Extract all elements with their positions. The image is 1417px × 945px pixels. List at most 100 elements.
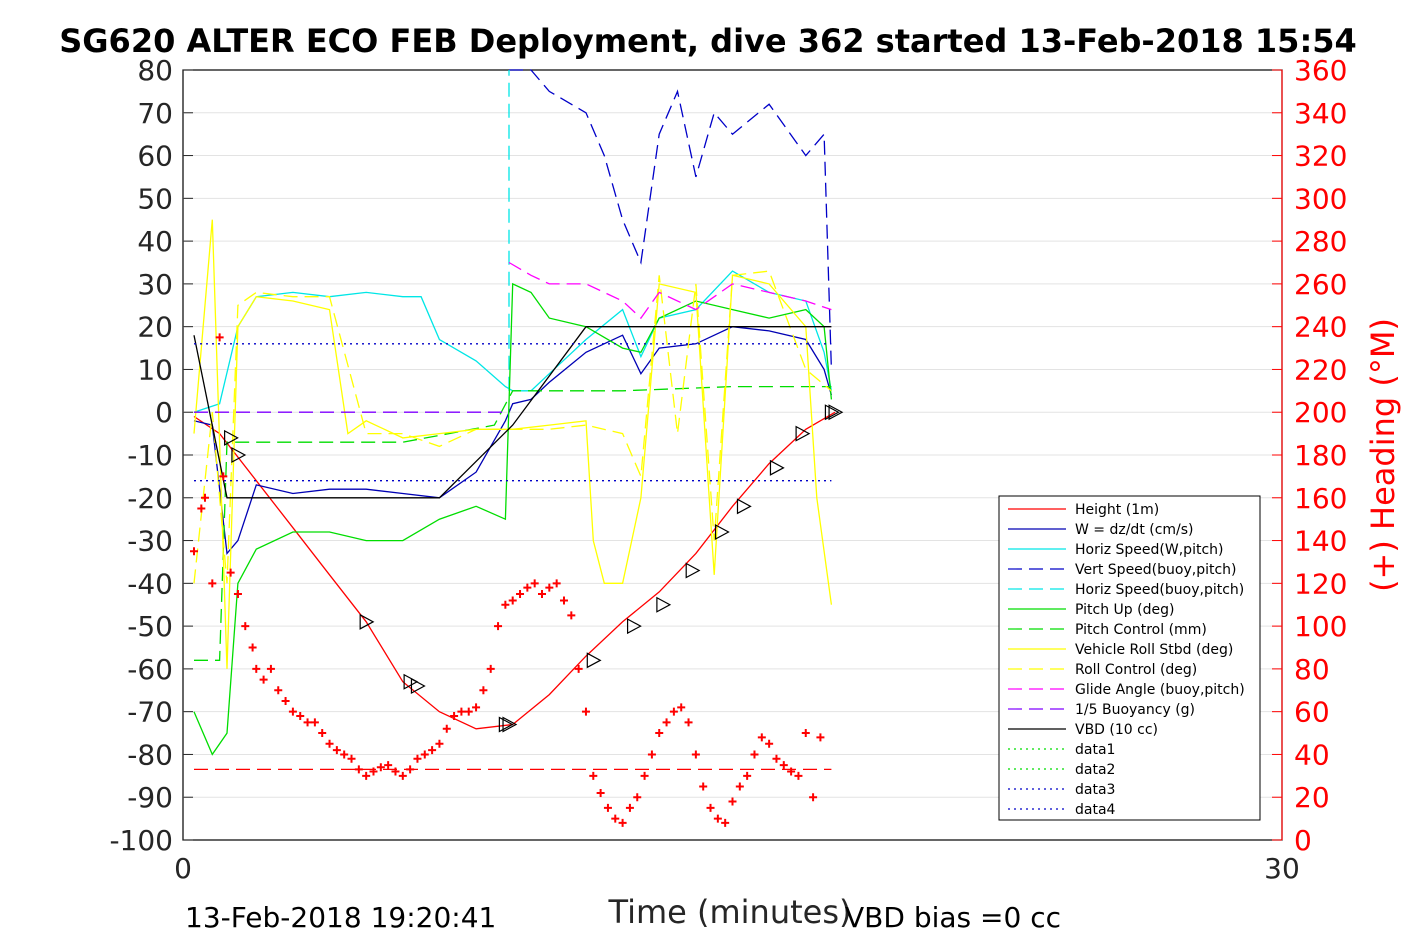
y-tick-left-label: -10 bbox=[127, 439, 173, 472]
legend-label: data2 bbox=[1075, 762, 1115, 778]
triangle-marker bbox=[626, 618, 642, 635]
heading-point bbox=[219, 472, 228, 481]
heading-point bbox=[574, 664, 583, 673]
legend-label: Vehicle Roll Stbd (deg) bbox=[1075, 642, 1233, 658]
legend-label: W = dz/dt (cm/s) bbox=[1075, 522, 1194, 538]
series-line bbox=[193, 270, 832, 584]
heading-point bbox=[303, 718, 312, 727]
heading-point bbox=[215, 333, 224, 342]
heading-point bbox=[479, 686, 488, 695]
triangle-marker bbox=[586, 652, 602, 669]
heading-point bbox=[611, 814, 620, 823]
heading-point bbox=[589, 771, 598, 780]
heading-point bbox=[750, 750, 759, 759]
y-tick-left-label: 10 bbox=[137, 353, 173, 386]
heading-point bbox=[288, 707, 297, 716]
heading-point bbox=[435, 739, 444, 748]
legend-label: Horiz Speed(buoy,pitch) bbox=[1075, 582, 1244, 598]
legend: Height (1m) W = dz/dt (cm/s) Horiz Speed(W… bbox=[998, 495, 1261, 821]
triangle-marker bbox=[736, 498, 752, 515]
triangle-marker bbox=[795, 425, 811, 442]
legend-label: Pitch Up (deg) bbox=[1075, 602, 1174, 618]
y-tick-left-label: -50 bbox=[127, 610, 173, 643]
triangle-marker bbox=[824, 404, 840, 421]
y-tick-right-label: 320 bbox=[1294, 140, 1347, 173]
triangle-marker bbox=[403, 673, 419, 690]
heading-point bbox=[625, 803, 634, 812]
heading-point bbox=[413, 754, 422, 763]
y-tick-right-label: 180 bbox=[1294, 439, 1347, 472]
triangle-marker bbox=[714, 523, 730, 541]
heading-point bbox=[226, 568, 235, 577]
heading-point bbox=[677, 703, 686, 712]
y-tick-left-label: 30 bbox=[137, 268, 173, 301]
heading-point bbox=[398, 771, 407, 780]
heading-point bbox=[684, 718, 693, 727]
heading-point bbox=[633, 793, 642, 802]
heading-point bbox=[640, 771, 649, 780]
y-tick-left-label: -70 bbox=[127, 696, 173, 729]
heading-point bbox=[516, 590, 525, 599]
series-line bbox=[509, 69, 833, 370]
heading-point bbox=[318, 729, 327, 738]
heading-point bbox=[699, 782, 708, 791]
y-tick-left-label: 40 bbox=[137, 225, 173, 258]
y-tick-right-label: 200 bbox=[1294, 396, 1347, 429]
y-tick-left-label: 50 bbox=[137, 182, 173, 215]
heading-point bbox=[721, 818, 730, 827]
heading-point bbox=[765, 739, 774, 748]
heading-point bbox=[252, 664, 261, 673]
heading-point bbox=[259, 675, 268, 684]
legend-label: Horiz Speed(W,pitch) bbox=[1075, 542, 1223, 558]
heading-point bbox=[340, 750, 349, 759]
heading-point bbox=[332, 746, 341, 755]
heading-point bbox=[428, 746, 437, 755]
heading-point bbox=[494, 622, 503, 631]
y-tick-left-label: 20 bbox=[137, 311, 173, 344]
heading-point bbox=[816, 733, 825, 742]
y-axis-right-label: (+) Heading (°M) bbox=[1364, 318, 1402, 592]
heading-point bbox=[376, 763, 385, 772]
triangle-marker bbox=[359, 613, 375, 630]
heading-point bbox=[772, 754, 781, 763]
x-axis: 0 30 bbox=[174, 852, 1300, 885]
heading-point bbox=[233, 590, 242, 599]
heading-point bbox=[735, 782, 744, 791]
heading-point bbox=[603, 803, 612, 812]
heading-point bbox=[794, 771, 803, 780]
triangle-marker bbox=[231, 446, 247, 464]
legend-label: Glide Angle (buoy,pitch) bbox=[1075, 682, 1245, 698]
heading-point bbox=[743, 771, 752, 780]
heading-point bbox=[486, 664, 495, 673]
y-tick-left-label: 0 bbox=[155, 396, 173, 429]
y-tick-right-label: 80 bbox=[1294, 653, 1330, 686]
heading-point bbox=[508, 596, 517, 605]
heading-point bbox=[757, 733, 766, 742]
y-tick-right-label: 60 bbox=[1294, 696, 1330, 729]
heading-point bbox=[281, 696, 290, 705]
x-tick-label: 30 bbox=[1264, 852, 1300, 885]
legend-label: Pitch Control (mm) bbox=[1075, 622, 1207, 638]
y-tick-right-label: 160 bbox=[1294, 482, 1347, 515]
heading-point bbox=[241, 622, 250, 631]
x-axis-label: Time (minutes) bbox=[608, 893, 852, 931]
heading-point bbox=[713, 814, 722, 823]
markers-layer bbox=[189, 333, 844, 827]
heading-point bbox=[391, 767, 400, 776]
legend-box bbox=[998, 495, 1261, 821]
triangle-marker bbox=[498, 716, 514, 733]
y-tick-left-label: 80 bbox=[137, 54, 173, 87]
y-tick-right-label: 360 bbox=[1294, 54, 1347, 87]
legend-items: Height (1m) W = dz/dt (cm/s) Horiz Speed(W… bbox=[1008, 502, 1245, 818]
y-tick-left-label: -30 bbox=[127, 525, 173, 558]
heading-point bbox=[559, 596, 568, 605]
heading-point bbox=[189, 547, 198, 556]
heading-point bbox=[406, 765, 415, 774]
legend-label: data4 bbox=[1075, 802, 1116, 818]
heading-point bbox=[552, 579, 561, 588]
legend-label: data3 bbox=[1075, 782, 1115, 798]
triangle-marker bbox=[685, 562, 701, 579]
heading-point bbox=[384, 761, 393, 770]
y-tick-left-label: 70 bbox=[137, 97, 173, 130]
heading-point bbox=[618, 818, 627, 827]
